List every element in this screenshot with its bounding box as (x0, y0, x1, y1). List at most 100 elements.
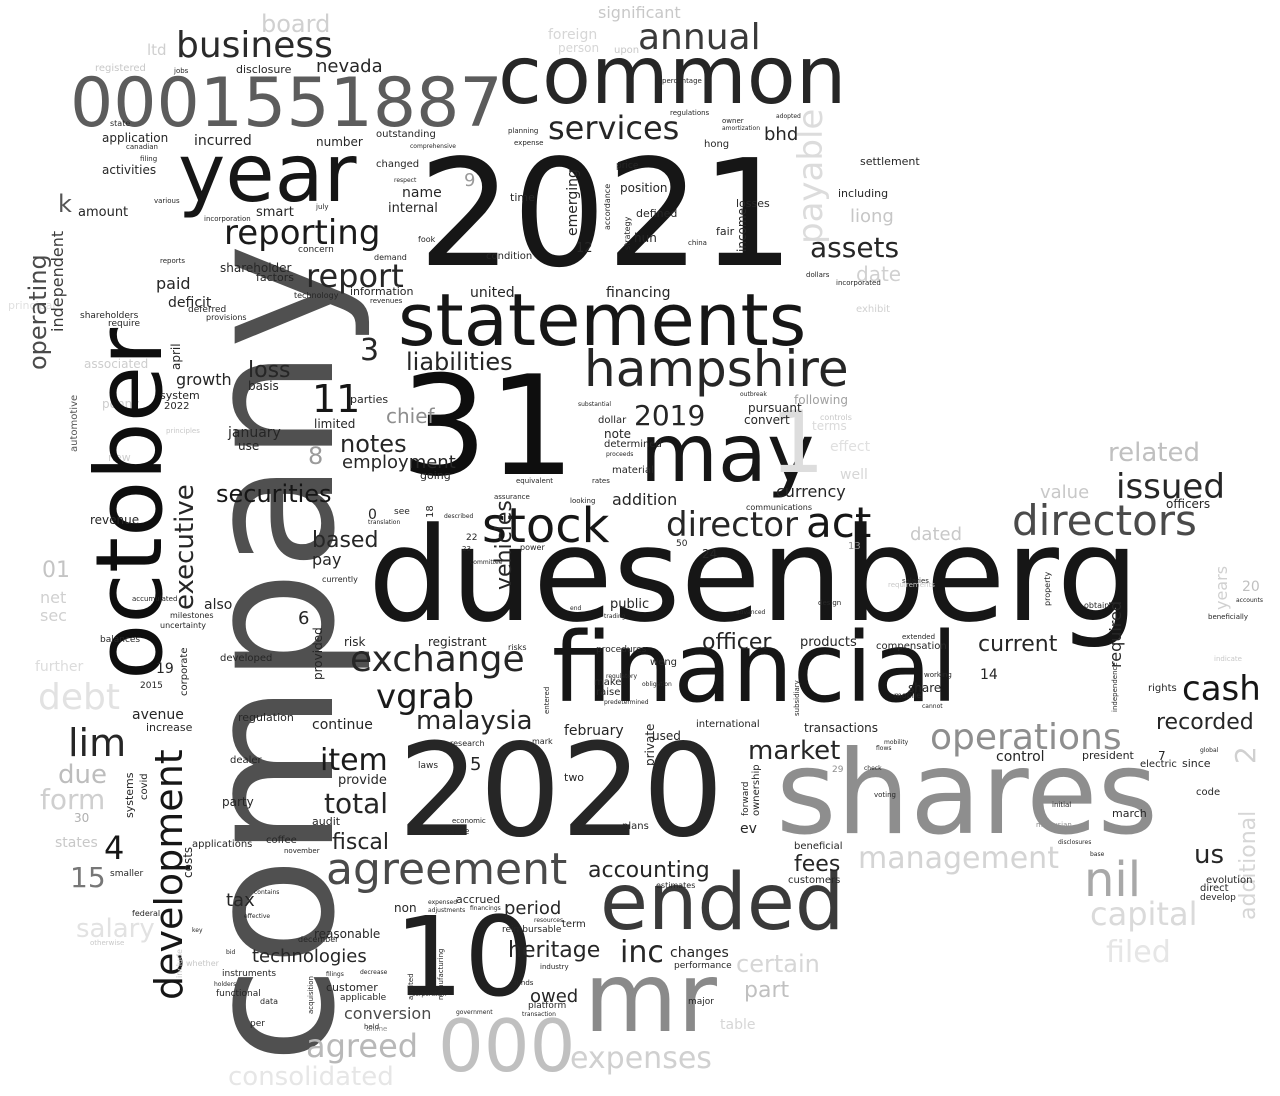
word: technologies (252, 946, 367, 967)
word: bhd (764, 124, 799, 145)
word: entered (543, 686, 551, 714)
word: share (908, 681, 942, 695)
word: manufacturing (437, 948, 445, 1000)
word: 4 (104, 829, 125, 867)
word: whether (186, 959, 219, 968)
word: pay (312, 550, 342, 569)
word: time (510, 191, 535, 204)
word: person (558, 41, 600, 55)
word: term (562, 919, 586, 930)
word: issued (1116, 467, 1225, 507)
word: voting (874, 791, 896, 799)
word: shares (776, 726, 1158, 861)
word: material (612, 465, 654, 476)
word: accordance (603, 183, 612, 230)
word: dealer (230, 755, 262, 766)
word: substantial (578, 401, 612, 408)
word: certain (736, 950, 820, 978)
word: act (806, 498, 872, 547)
word: forward (741, 781, 751, 816)
word: hun (634, 231, 657, 245)
word: instruments (222, 969, 277, 979)
word: 11 (312, 377, 361, 421)
word: foreign (548, 27, 598, 43)
word: accounts (1236, 597, 1264, 604)
word: independent (48, 230, 67, 332)
word: value (1040, 482, 1090, 503)
word: technology (294, 291, 339, 300)
word: terms (812, 419, 847, 433)
word: 6 (298, 608, 310, 629)
word: effect (830, 439, 871, 455)
word: assurance (494, 493, 530, 501)
word: form (40, 783, 106, 816)
word: internal (388, 201, 438, 216)
word: amount (78, 205, 129, 220)
word: changed (376, 159, 420, 170)
word: check (864, 765, 882, 772)
word: salaries (902, 577, 929, 585)
word: transactions (804, 721, 879, 735)
word: online (366, 1025, 388, 1033)
word: january (228, 425, 281, 441)
word: code (1196, 787, 1221, 798)
word: see (394, 507, 410, 517)
word: annual (638, 17, 761, 58)
word: key (192, 927, 203, 934)
word: note (604, 427, 632, 441)
word: ended (600, 858, 845, 948)
word: planning (508, 127, 539, 135)
word: conversion (344, 1004, 432, 1023)
word: bid (226, 949, 236, 956)
word: vehicles (492, 500, 517, 590)
word: corporation (412, 991, 447, 998)
word: 24 (702, 547, 718, 561)
word: owed (530, 986, 579, 1007)
word: payable (791, 108, 831, 244)
word: expense (514, 139, 544, 147)
word: holders (214, 981, 237, 988)
word: due (58, 760, 107, 790)
word: automotive (69, 394, 80, 452)
word: defined (636, 207, 678, 220)
word: raise (596, 687, 621, 698)
word: december (298, 935, 339, 944)
word: condition (486, 251, 533, 262)
word: financing (606, 285, 671, 301)
word: expensed (428, 899, 458, 906)
word: hong (704, 139, 730, 150)
word: price (616, 161, 639, 171)
word: revenues (370, 297, 403, 305)
word: common (498, 29, 847, 122)
word: evolution (1206, 875, 1253, 886)
word: contains (254, 889, 280, 896)
word: total (324, 787, 389, 820)
word: additional (1236, 810, 1261, 920)
word: incorporated (836, 279, 881, 287)
word: duesenberg (368, 499, 1140, 651)
word: indicate (1214, 655, 1242, 663)
word: uncertainty (160, 621, 206, 630)
word: incorporation (204, 215, 251, 223)
word: ev (740, 821, 757, 837)
word: related (1108, 438, 1200, 468)
word: losses (736, 197, 770, 210)
word: heritage (508, 938, 601, 963)
word: registered (95, 63, 146, 74)
word: 23 (462, 545, 471, 553)
word: income (735, 208, 749, 252)
word: costs (181, 846, 195, 878)
word: employment (342, 452, 456, 473)
word: fair (716, 225, 735, 238)
word: information (350, 285, 414, 298)
word: 20 (1242, 579, 1260, 595)
word: sec (40, 606, 67, 625)
word: rates (592, 477, 610, 485)
word: independence (1111, 662, 1119, 712)
word: transaction (522, 1011, 556, 1018)
word: risk (344, 635, 366, 649)
word: emerging (565, 169, 581, 236)
word: equivalent (516, 477, 553, 485)
word: chief (386, 404, 435, 428)
word: non (394, 901, 417, 915)
